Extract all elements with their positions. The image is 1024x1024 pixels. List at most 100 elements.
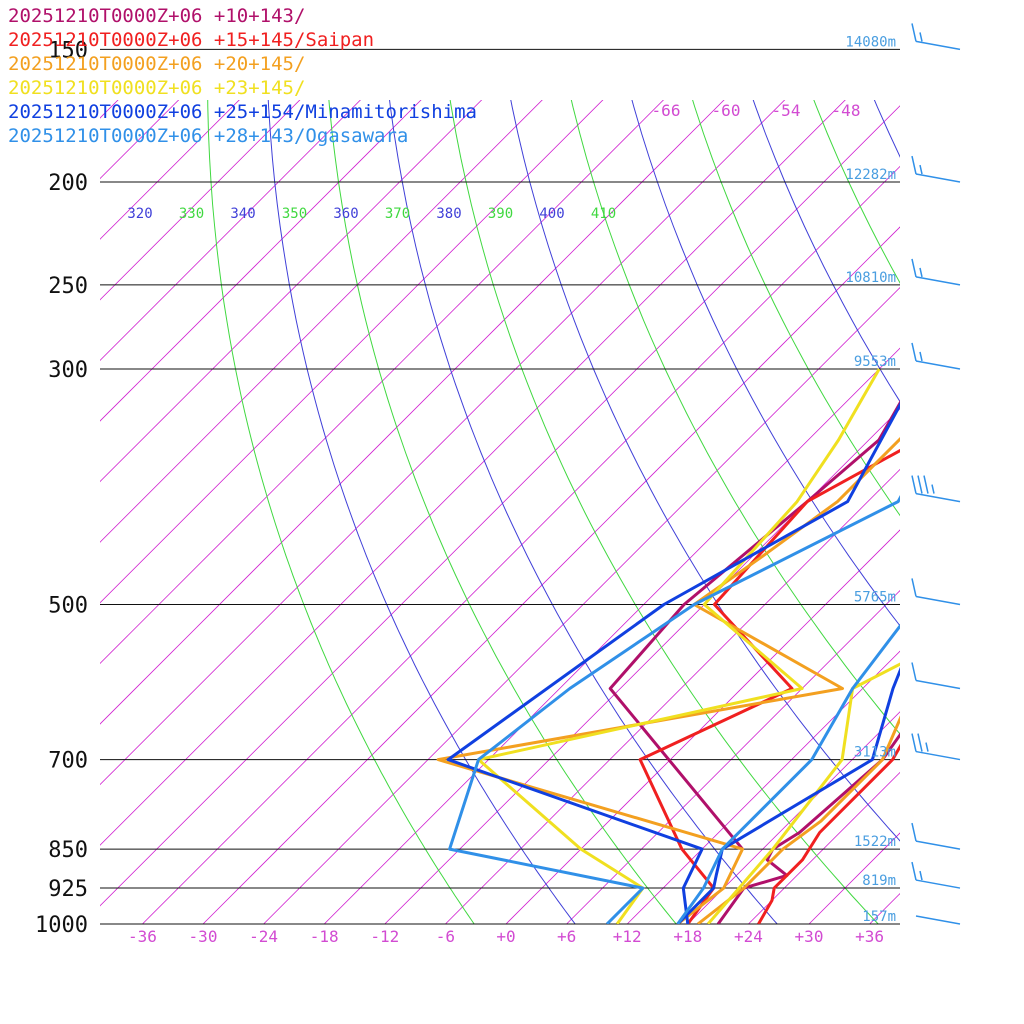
wind-barb-staff xyxy=(915,840,961,850)
theta-label: 320 xyxy=(127,206,152,222)
mixing-ratio-label: -66 xyxy=(652,101,681,120)
isotherm xyxy=(384,408,900,924)
pressure-label: 925 xyxy=(48,877,88,902)
isotherm xyxy=(505,529,900,924)
temperature-tick-label: +6 xyxy=(557,927,576,946)
isotherm xyxy=(100,100,664,664)
wind-barb-staff xyxy=(915,915,961,925)
theta-label: 410 xyxy=(591,206,616,222)
temperature-tick-label: -36 xyxy=(128,927,157,946)
wind-barb xyxy=(911,733,961,761)
height-label: 5765m xyxy=(854,589,896,605)
dry-adiabat xyxy=(898,0,1024,947)
dewpoint-profile-0 xyxy=(608,400,900,851)
background-grid xyxy=(100,0,1024,947)
temperature-profile-3 xyxy=(706,662,900,924)
wind-barbs xyxy=(911,23,961,925)
dry-adiabat xyxy=(813,100,900,284)
wind-barb-staff xyxy=(915,679,961,690)
isotherm xyxy=(748,771,900,924)
wind-barb-flag xyxy=(911,258,917,278)
wind-barb-staff xyxy=(915,492,961,503)
isotherm xyxy=(100,100,483,483)
isobars xyxy=(100,48,900,925)
isotherm xyxy=(100,100,604,604)
dewpoint-profile-3 xyxy=(477,368,881,924)
legend-entry-0: 20251210T0000Z+06 +10+143/ xyxy=(8,5,305,27)
wind-barb-flag xyxy=(917,475,923,494)
wind-barb-staff xyxy=(915,360,961,370)
isotherm xyxy=(100,100,301,301)
wind-barb-staff xyxy=(915,40,961,51)
dry-adiabat xyxy=(988,0,1024,947)
legend-entry-5: 20251210T0000Z+06 +28+143/Ogasawara xyxy=(8,125,408,147)
wind-barb-flag xyxy=(911,733,917,752)
dewpoint-profile-5 xyxy=(448,494,900,924)
dry-adiabat xyxy=(510,100,900,842)
temperature-tick-label: +30 xyxy=(795,927,824,946)
isotherm xyxy=(263,287,900,924)
temperature-tick-label: -12 xyxy=(370,927,399,946)
pressure-label: 1000 xyxy=(35,913,88,938)
legend: 20251210T0000Z+06 +10+143/20251210T0000Z… xyxy=(8,5,477,147)
pressure-label: 500 xyxy=(48,593,88,618)
wind-barb-staff xyxy=(915,173,961,183)
mixing-ratio-label: -54 xyxy=(772,101,801,120)
height-label: 9553m xyxy=(854,354,896,370)
theta-label: 330 xyxy=(179,206,204,222)
wind-barb xyxy=(911,578,961,606)
isotherm xyxy=(930,0,1024,924)
isotherm xyxy=(566,590,900,924)
dewpoint-profile-1 xyxy=(638,448,900,924)
wind-barb xyxy=(911,23,961,51)
temperature-profile-1 xyxy=(757,743,900,924)
theta-label: 400 xyxy=(539,206,564,222)
isotherm xyxy=(323,347,900,924)
legend-entry-3: 20251210T0000Z+06 +23+145/ xyxy=(8,77,305,99)
isotherm xyxy=(100,100,422,422)
dry-adiabat xyxy=(328,100,677,924)
theta-label: 350 xyxy=(282,206,307,222)
wind-barb-half xyxy=(919,870,923,881)
wind-barb-flag xyxy=(911,23,917,42)
dewpoint-profile-4 xyxy=(446,401,900,924)
theta-label: 360 xyxy=(333,206,358,222)
wind-barb-flag xyxy=(911,578,917,597)
wind-barb xyxy=(911,662,961,690)
pressure-label: 850 xyxy=(48,838,88,863)
temperature-tick-label: +36 xyxy=(855,927,884,946)
temperature-tick-label: +18 xyxy=(673,927,702,946)
isotherm xyxy=(100,100,361,361)
wind-barb-staff xyxy=(915,276,961,286)
isotherm xyxy=(100,100,543,543)
wind-barb xyxy=(911,342,961,370)
wind-barb xyxy=(915,915,961,925)
dry-adiabat xyxy=(207,100,475,924)
height-label: 819m xyxy=(862,873,896,889)
wind-barb xyxy=(911,475,961,503)
wind-barb xyxy=(911,861,961,889)
wind-barb xyxy=(911,155,961,183)
isotherm xyxy=(626,650,900,924)
wind-barb-flag xyxy=(911,822,917,842)
height-label: 1522m xyxy=(854,834,896,850)
wind-barb-half xyxy=(919,164,923,175)
dry-adiabat xyxy=(692,100,900,517)
mixing-ratio-label: -48 xyxy=(832,101,861,120)
dry-adiabat xyxy=(943,0,1024,947)
height-label: 3113m xyxy=(854,745,896,761)
sounding-profiles xyxy=(436,368,900,924)
wind-barb-half xyxy=(925,742,929,752)
legend-entry-4: 20251210T0000Z+06 +25+154/Minamitorishim… xyxy=(8,101,477,123)
wind-barb-flag xyxy=(911,662,917,681)
theta-label: 380 xyxy=(436,206,461,222)
isotherm xyxy=(100,100,846,846)
height-label: 14080m xyxy=(845,34,896,50)
dry-adiabat xyxy=(631,100,900,627)
isotherm xyxy=(869,893,900,924)
wind-barb-flag xyxy=(911,475,917,494)
temperature-profile-5 xyxy=(676,623,900,924)
wind-barb-half xyxy=(931,484,935,494)
theta-label: 370 xyxy=(385,206,410,222)
